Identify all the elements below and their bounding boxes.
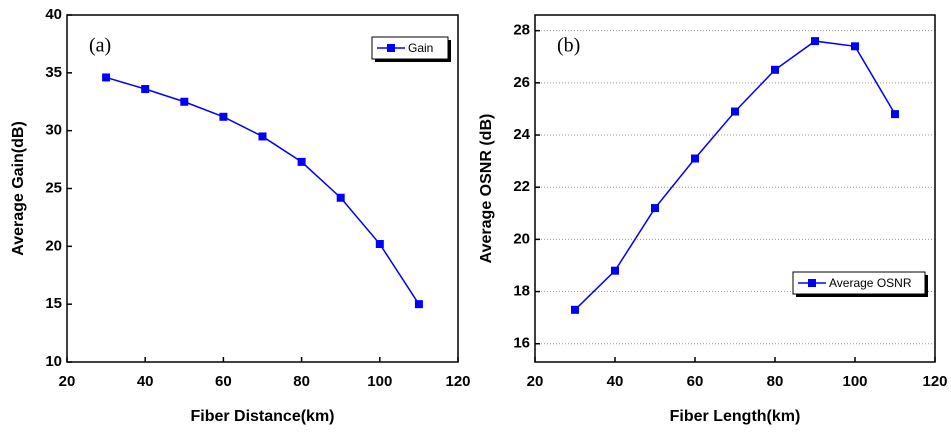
x-tick-label: 20 [527, 373, 544, 390]
chart-panel: 16 18 20 22 24 26 28 20 40 60 80 100 120 Fiber Length… [478, 14, 948, 425]
x-tick-label: 100 [367, 373, 392, 390]
series-line [105, 76, 420, 305]
x-tick-label: 20 [59, 373, 76, 390]
y-tick-label: 10 [45, 353, 62, 370]
y-tick-label: 20 [513, 230, 530, 247]
point-marker [611, 266, 619, 275]
point-marker [691, 154, 699, 163]
x-axis-label: Fiber Distance(km) [190, 408, 334, 425]
x-tick-label: 40 [607, 373, 624, 390]
y-tick-label: 35 [45, 64, 62, 81]
legend: Average OSNR [792, 271, 928, 297]
x-tick-label: 60 [215, 373, 232, 390]
plot-frame [534, 14, 936, 363]
y-tick-label: 28 [513, 22, 530, 39]
y-tick-label: 26 [513, 74, 530, 91]
x-tick-label: 80 [293, 373, 310, 390]
y-tick-label: 24 [513, 126, 530, 143]
point-marker [851, 42, 859, 51]
legend: Gain [371, 36, 451, 62]
y-tick-label: 25 [45, 179, 62, 196]
y-tick-label: 16 [513, 335, 530, 352]
point-marker [891, 110, 899, 119]
point-marker [731, 107, 739, 116]
x-tick-label: 80 [767, 373, 784, 390]
x-tick-label: 120 [445, 373, 470, 390]
x-axis-label: Fiber Length(km) [670, 408, 801, 425]
legend-box [792, 271, 926, 295]
x-tick-label: 120 [922, 373, 947, 390]
point-marker [651, 204, 659, 213]
point-marker [141, 85, 150, 94]
point-marker [258, 132, 267, 141]
y-tick-label: 18 [513, 283, 530, 300]
plot-frame [66, 14, 459, 363]
point-marker [336, 193, 345, 202]
point-marker [375, 240, 384, 249]
y-tick-label: 40 [45, 6, 62, 23]
point-marker [414, 300, 423, 309]
point-marker [571, 305, 579, 314]
legend-label: Average OSNR [829, 276, 912, 290]
chart-panel: 10 15 20 25 30 35 40 20 40 60 80 100 120 Fiber Distan… [10, 6, 470, 425]
y-tick-label: 30 [45, 122, 62, 139]
x-tick-label: 40 [137, 373, 154, 390]
y-tick-label: 15 [45, 295, 62, 312]
point-marker [811, 37, 819, 46]
point-marker [219, 112, 228, 121]
y-tick-label: 22 [513, 178, 530, 195]
legend-box [371, 36, 449, 60]
legend-marker [387, 44, 395, 52]
panel-annotation: (a) [89, 35, 111, 57]
y-tick-label: 20 [45, 237, 62, 254]
point-marker [102, 73, 111, 82]
series-line [574, 40, 896, 311]
point-marker [771, 65, 779, 74]
x-tick-label: 100 [842, 373, 867, 390]
y-axis-label: Average Gain(dB) [10, 121, 27, 256]
legend-marker [808, 279, 816, 287]
panel-annotation: (b) [557, 35, 580, 57]
point-marker [180, 97, 189, 106]
point-marker [297, 157, 306, 166]
y-axis-label: Average OSNR (dB) [478, 114, 495, 264]
x-tick-label: 60 [687, 373, 704, 390]
legend-label: Gain [408, 41, 433, 55]
